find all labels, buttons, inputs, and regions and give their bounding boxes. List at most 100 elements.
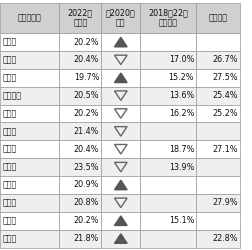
- Bar: [140, 87, 195, 104]
- Text: 2018〜22年
開設割合: 2018〜22年 開設割合: [148, 8, 187, 28]
- Bar: [59, 51, 101, 69]
- Text: 27.5%: 27.5%: [212, 73, 237, 82]
- Bar: [0, 176, 59, 194]
- Bar: [101, 33, 140, 51]
- Bar: [0, 140, 59, 158]
- Bar: [59, 212, 101, 230]
- Text: 19.7%: 19.7%: [73, 73, 99, 82]
- Text: 兵庫県: 兵庫県: [3, 162, 17, 172]
- Bar: [59, 69, 101, 87]
- Bar: [101, 2, 140, 33]
- Bar: [195, 158, 239, 176]
- Polygon shape: [114, 180, 127, 190]
- Bar: [0, 230, 59, 248]
- Bar: [195, 140, 239, 158]
- Text: 26.7%: 26.7%: [212, 56, 237, 64]
- Text: 20.4%: 20.4%: [74, 145, 99, 154]
- Text: 埼玉県: 埼玉県: [3, 56, 17, 64]
- Text: 20.4%: 20.4%: [74, 56, 99, 64]
- Text: 沖縄県: 沖縄県: [3, 234, 17, 243]
- Bar: [0, 212, 59, 230]
- Bar: [195, 194, 239, 212]
- Text: 福岡県: 福岡県: [3, 198, 17, 207]
- Text: 千葉県: 千葉県: [3, 73, 17, 82]
- Bar: [0, 122, 59, 140]
- Text: 18.7%: 18.7%: [168, 145, 193, 154]
- Bar: [0, 69, 59, 87]
- Bar: [59, 87, 101, 104]
- Bar: [59, 33, 101, 51]
- Bar: [59, 104, 101, 122]
- Bar: [195, 104, 239, 122]
- Bar: [0, 87, 59, 104]
- Text: 25.2%: 25.2%: [212, 109, 237, 118]
- Text: 17.0%: 17.0%: [168, 56, 193, 64]
- Text: 2022年
離職率: 2022年 離職率: [68, 8, 92, 28]
- Bar: [140, 122, 195, 140]
- Bar: [0, 194, 59, 212]
- Text: 22.8%: 22.8%: [212, 234, 237, 243]
- Bar: [0, 104, 59, 122]
- Bar: [101, 230, 140, 248]
- Bar: [0, 2, 59, 33]
- Bar: [195, 176, 239, 194]
- Bar: [140, 2, 195, 33]
- Text: 20.9%: 20.9%: [73, 180, 99, 190]
- Bar: [195, 212, 239, 230]
- Text: 神奈川県: 神奈川県: [3, 91, 22, 100]
- Text: 20.2%: 20.2%: [73, 216, 99, 225]
- Bar: [195, 230, 239, 248]
- Bar: [101, 87, 140, 104]
- Bar: [101, 69, 140, 87]
- Bar: [195, 51, 239, 69]
- Text: 愛知県: 愛知県: [3, 109, 17, 118]
- Text: 21.4%: 21.4%: [74, 127, 99, 136]
- Text: 20.2%: 20.2%: [73, 109, 99, 118]
- Bar: [59, 194, 101, 212]
- Text: 高齢化率: 高齢化率: [208, 13, 227, 22]
- Bar: [195, 33, 239, 51]
- Text: 奈良県: 奈良県: [3, 180, 17, 190]
- Bar: [59, 122, 101, 140]
- Bar: [101, 104, 140, 122]
- Bar: [140, 176, 195, 194]
- Bar: [101, 122, 140, 140]
- Polygon shape: [114, 234, 127, 243]
- Text: 27.1%: 27.1%: [212, 145, 237, 154]
- Text: 25.4%: 25.4%: [212, 91, 237, 100]
- Text: 13.6%: 13.6%: [168, 91, 193, 100]
- Bar: [59, 176, 101, 194]
- Bar: [0, 33, 59, 51]
- Bar: [59, 158, 101, 176]
- Bar: [59, 2, 101, 33]
- Polygon shape: [114, 216, 127, 226]
- Bar: [140, 69, 195, 87]
- Bar: [195, 122, 239, 140]
- Bar: [101, 51, 140, 69]
- Bar: [140, 51, 195, 69]
- Text: 23.5%: 23.5%: [73, 162, 99, 172]
- Text: 15.1%: 15.1%: [168, 216, 193, 225]
- Bar: [59, 140, 101, 158]
- Bar: [140, 212, 195, 230]
- Bar: [0, 158, 59, 176]
- Text: 15.2%: 15.2%: [168, 73, 193, 82]
- Text: 三重県: 三重県: [3, 127, 17, 136]
- Text: 対2020年
増減: 対2020年 増減: [106, 8, 135, 28]
- Text: 20.2%: 20.2%: [73, 38, 99, 46]
- Bar: [101, 140, 140, 158]
- Bar: [101, 158, 140, 176]
- Bar: [140, 104, 195, 122]
- Bar: [195, 2, 239, 33]
- Text: 20.5%: 20.5%: [73, 91, 99, 100]
- Bar: [195, 87, 239, 104]
- Bar: [140, 140, 195, 158]
- Polygon shape: [114, 73, 127, 83]
- Bar: [140, 158, 195, 176]
- Bar: [101, 212, 140, 230]
- Text: 27.9%: 27.9%: [212, 198, 237, 207]
- Text: 16.2%: 16.2%: [168, 109, 193, 118]
- Polygon shape: [114, 37, 127, 47]
- Bar: [195, 69, 239, 87]
- Bar: [0, 51, 59, 69]
